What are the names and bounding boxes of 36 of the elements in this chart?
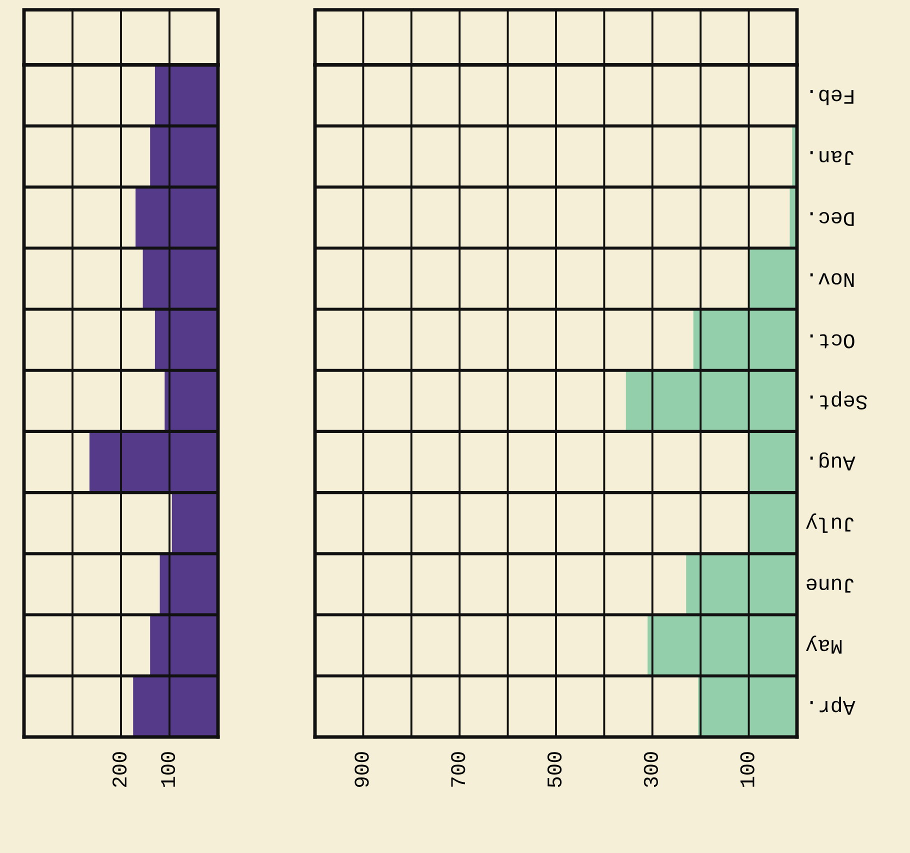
x-tick-label: 900 [354,752,369,787]
y-tick-label: Oct. [810,334,854,348]
bar [626,370,797,432]
x-tick-label: 700 [451,752,466,787]
bar [142,248,218,310]
y-tick-label: June [806,578,854,593]
bar [648,614,797,676]
bar [150,126,218,188]
x-tick-label: 100 [160,752,176,787]
y-tick-label: Aug. [810,452,856,470]
bar [748,248,797,310]
x-tick-label: 500 [547,752,562,788]
y-tick-label: Feb. [810,90,854,106]
y-tick-label: May [806,636,842,654]
bar [748,431,797,493]
bar [133,676,218,737]
bar [89,431,218,493]
bar [686,554,797,615]
bar [172,492,218,554]
bar [693,309,797,370]
bar [154,64,218,126]
x-tick-label: 300 [644,752,658,788]
bar [698,676,797,737]
y-tick-label: Apr. [810,696,856,715]
bar [748,492,797,554]
x-tick-label: 200 [112,752,127,787]
y-tick-label: Sept. [810,391,868,410]
y-tick-label: July [806,513,854,533]
y-tick-label: Nov. [810,273,854,288]
x-tick-label: 100 [740,752,754,787]
bar [160,554,218,615]
bar [150,614,218,676]
y-tick-label: Jan. [810,150,854,165]
bar [136,187,218,248]
y-tick-label: Dec. [810,212,854,226]
bar [154,309,218,370]
